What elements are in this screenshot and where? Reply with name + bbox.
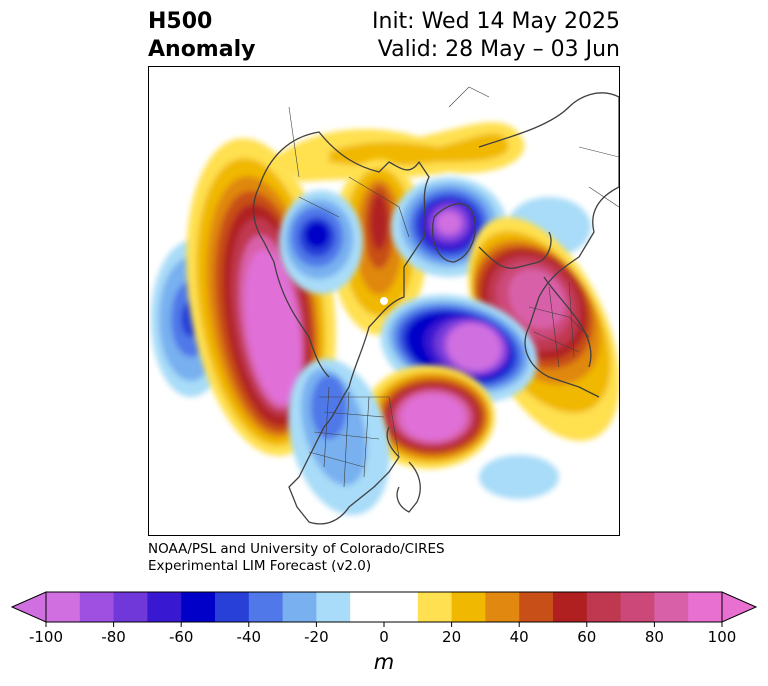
arctic-ridge-band xyxy=(269,122,525,182)
colorbar-swatch xyxy=(586,592,622,622)
colorbar-swatch xyxy=(282,592,317,622)
colorbar-tick-label: -20 xyxy=(304,628,329,646)
colorbar-tick-label: 40 xyxy=(510,628,529,646)
plot-dates: Init: Wed 14 May 2025 Valid: 28 May – 03… xyxy=(372,8,620,64)
title-variable: H500 xyxy=(148,9,213,34)
title-field: Anomaly xyxy=(148,37,256,62)
colorbar-extend-high xyxy=(721,591,758,623)
anomaly-map xyxy=(148,66,620,536)
colorbar-swatch xyxy=(553,592,588,622)
credit-text: NOAA/PSL and University of Colorado/CIRE… xyxy=(148,541,445,575)
colorbar-swatch xyxy=(417,592,453,622)
init-date: Init: Wed 14 May 2025 xyxy=(372,9,620,34)
colorbar-swatch xyxy=(181,592,216,622)
credit-line-1: NOAA/PSL and University of Colorado/CIRE… xyxy=(148,541,445,557)
colorbar-swatch xyxy=(215,592,250,622)
colorbar-tick-label: 0 xyxy=(379,628,389,646)
colorbar-swatch xyxy=(688,592,723,622)
colorbar-swatch xyxy=(248,592,284,622)
colorbar-tick-label: 80 xyxy=(645,628,664,646)
borders xyxy=(288,86,619,488)
colorbar-swatch xyxy=(384,592,419,622)
colorbar-tick-label: 100 xyxy=(708,628,737,646)
map-canvas xyxy=(149,67,619,535)
colorbar-swatch xyxy=(451,592,486,622)
colorbar-swatch xyxy=(147,592,182,622)
valid-dates: Valid: 28 May – 03 Jun xyxy=(377,37,620,62)
colorbar-swatch xyxy=(485,592,520,622)
credit-line-2: Experimental LIM Forecast (v2.0) xyxy=(148,558,372,574)
coastlines xyxy=(252,92,619,525)
colorbar-swatch xyxy=(654,592,689,622)
colorbar-swatch xyxy=(46,592,81,622)
bering-low-anomaly xyxy=(279,190,363,294)
colorbar-swatch xyxy=(519,592,554,622)
south-ridge-anomaly xyxy=(363,365,495,469)
namerica-trough-anomaly xyxy=(288,358,559,516)
colorbar: -100 -80 -60 -40 -20 0 20 40 60 80 100 m xyxy=(10,591,758,674)
colorbar-tick-label: 60 xyxy=(577,628,596,646)
colorbar-tick-label: -100 xyxy=(29,628,63,646)
colorbar-swatch xyxy=(316,592,351,622)
colorbar-tick-label: 20 xyxy=(442,628,461,646)
colorbar-unit-label: m xyxy=(374,650,394,674)
colorbar-swatch xyxy=(620,592,655,622)
colorbar-swatch xyxy=(79,592,115,622)
colorbar-swatch xyxy=(113,592,148,622)
colorbar-swatch xyxy=(350,592,385,622)
colorbar-tick-label: -80 xyxy=(101,628,126,646)
colorbar-ticks: -100 -80 -60 -40 -20 0 20 40 60 80 100 xyxy=(29,622,736,646)
colorbar-tick-label: -60 xyxy=(169,628,194,646)
plot-title: H500 Anomaly xyxy=(148,8,255,64)
colorbar-swatches xyxy=(46,592,723,622)
colorbar-extend-low xyxy=(10,591,47,623)
colorbar-tick-label: -40 xyxy=(237,628,262,646)
